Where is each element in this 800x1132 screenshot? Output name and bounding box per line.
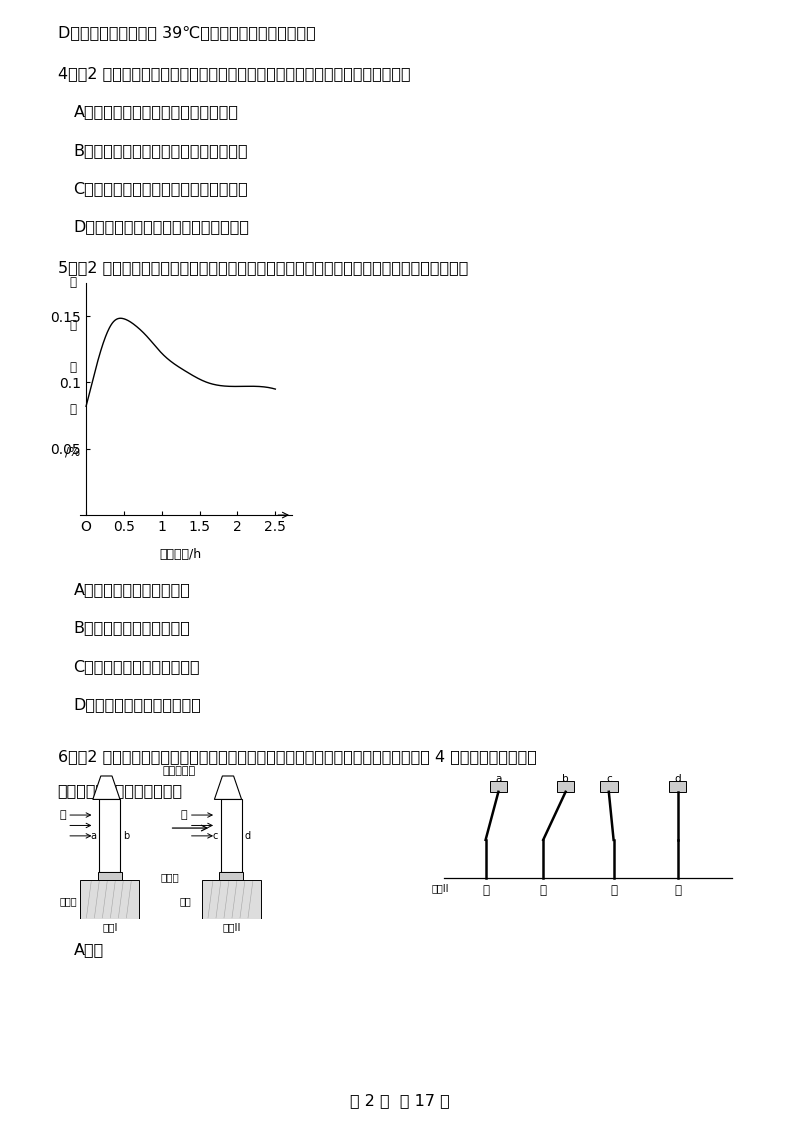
Text: 胚芽鞘尖端: 胚芽鞘尖端	[162, 765, 196, 775]
Text: a: a	[495, 773, 502, 783]
Bar	[490, 781, 507, 791]
Text: C．失去蛋的企鹅把鹅卵石当企鹅蛋孵化: C．失去蛋的企鹅把鹅卵石当企鹅蛋孵化	[74, 181, 248, 196]
Text: d: d	[674, 773, 681, 783]
Text: c: c	[212, 831, 218, 841]
Text: C．生长激素，降低血糖浓度: C．生长激素，降低血糖浓度	[74, 659, 200, 674]
Text: d: d	[245, 831, 251, 841]
Text: 血: 血	[69, 276, 76, 290]
Text: 糖: 糖	[69, 319, 76, 332]
Text: A．胰岛素，降低血糖浓度: A．胰岛素，降低血糖浓度	[74, 582, 190, 597]
Text: 光: 光	[59, 811, 66, 820]
Text: a: a	[90, 831, 96, 841]
Polygon shape	[214, 777, 242, 799]
Text: 餐后时间/h: 餐后时间/h	[160, 548, 202, 561]
Text: 丙: 丙	[610, 884, 617, 897]
Text: 步骤II: 步骤II	[431, 883, 449, 893]
Text: 中弯曲程度最大的是（　　）: 中弯曲程度最大的是（ ）	[58, 783, 182, 798]
Text: 甲: 甲	[482, 884, 489, 897]
Text: A．甲: A．甲	[74, 942, 104, 957]
Bar	[98, 872, 122, 881]
Text: 4．（2 分）从行为获得的途径来填空，下列动物行为属于学习行为的是（　　）: 4．（2 分）从行为获得的途径来填空，下列动物行为属于学习行为的是（ ）	[58, 66, 410, 80]
Text: B．胰岛素，升高血糖浓度: B．胰岛素，升高血糖浓度	[74, 620, 190, 635]
Text: 第 2 页  共 17 页: 第 2 页 共 17 页	[350, 1094, 450, 1108]
Text: A．马随着音乐的节奏蹏起优美的舞步: A．马随着音乐的节奏蹏起优美的舞步	[74, 104, 238, 119]
Text: D．一个病人持续发烧 39℃，此时人体的产热大于散热: D．一个病人持续发烧 39℃，此时人体的产热大于散热	[58, 25, 315, 40]
Text: 乙: 乙	[540, 884, 546, 897]
Text: b: b	[562, 773, 569, 783]
Text: D．生长激素，升高血糖浓度: D．生长激素，升高血糖浓度	[74, 697, 202, 712]
Text: b: b	[123, 831, 130, 841]
Text: 不旋转: 不旋转	[60, 895, 78, 906]
Text: 琼脂块: 琼脂块	[160, 873, 179, 883]
Text: 旋转: 旋转	[180, 895, 191, 906]
Text: D．刚出生的小羊碰到母羊乳头咨吸之汁: D．刚出生的小羊碰到母羊乳头咨吸之汁	[74, 220, 250, 234]
Text: 浓: 浓	[69, 361, 76, 374]
Text: /%: /%	[65, 445, 80, 458]
Bar	[669, 781, 686, 791]
Text: 步骤I: 步骤I	[102, 921, 118, 932]
Polygon shape	[93, 777, 120, 799]
Bar	[202, 881, 261, 919]
Bar	[99, 799, 120, 873]
Bar	[221, 799, 242, 873]
Bar	[80, 881, 139, 919]
Text: 丁: 丁	[674, 884, 681, 897]
Bar	[600, 781, 618, 791]
Text: 6．（2 分）下图表示有关生长素的一项实验，经过一段时间后，图中甲、乙、丙、丁 4 个切去尖端的胚芽鞘: 6．（2 分）下图表示有关生长素的一项实验，经过一段时间后，图中甲、乙、丙、丁 …	[58, 749, 537, 764]
Text: 度: 度	[69, 403, 76, 417]
Bar	[557, 781, 574, 791]
Text: 步骤II: 步骤II	[222, 921, 242, 932]
Text: B．乌贼遇到敌害时能迅速喷出大量墓汁: B．乌贼遇到敌害时能迅速喷出大量墓汁	[74, 143, 248, 157]
Text: 光: 光	[181, 811, 187, 820]
Text: c: c	[606, 773, 612, 783]
Bar	[219, 872, 243, 881]
Text: 5．（2 分）下图是小郭在某激素作用下饭后血糖浓度的变化曲线，该激素及其作用是（　　）: 5．（2 分）下图是小郭在某激素作用下饭后血糖浓度的变化曲线，该激素及其作用是（…	[58, 260, 468, 275]
